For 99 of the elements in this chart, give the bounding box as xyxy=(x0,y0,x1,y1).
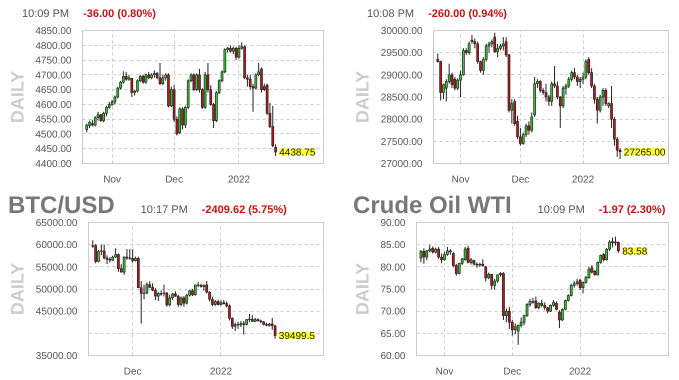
candlestick xyxy=(578,76,582,89)
x-tick-label: Nov xyxy=(436,366,454,378)
candlestick xyxy=(570,283,573,298)
text: -260.00 (0.94%) xyxy=(428,8,507,20)
text: -2409.62 (5.75%) xyxy=(202,204,287,216)
candlestick xyxy=(136,78,139,94)
candlestick xyxy=(142,284,146,300)
candlestick xyxy=(604,88,608,106)
x-tick-label: 2022 xyxy=(568,366,592,378)
candlestick xyxy=(128,248,132,260)
y-tick-label: 4750.00 xyxy=(35,56,72,67)
y-tick-label: 4800.00 xyxy=(35,40,72,52)
y-tick-label: 75.00 xyxy=(380,284,406,296)
x-tick-label: Nov xyxy=(103,174,121,186)
x-tick-label: 2022 xyxy=(228,174,250,186)
x-tick-label: 2022 xyxy=(210,366,233,378)
candlestick xyxy=(94,244,97,264)
y-tick-label: 27500.00 xyxy=(380,136,423,148)
candlestick xyxy=(538,80,542,94)
candlestick xyxy=(194,284,197,296)
y-tick-label: 85.00 xyxy=(380,240,406,252)
y-tick-label: 65000.00 xyxy=(36,218,78,229)
candlestick xyxy=(146,282,148,295)
candlestick xyxy=(130,77,134,98)
candlestick xyxy=(182,296,186,308)
y-tick-label: 4450.00 xyxy=(35,144,72,156)
text: 10:09 PM xyxy=(22,8,70,20)
y-tick-label: 4400.00 xyxy=(35,159,72,170)
y-tick-label: 60000.00 xyxy=(36,240,78,252)
candlestick xyxy=(102,244,106,260)
y-tick-label: 4650.00 xyxy=(35,85,72,96)
y-tick-label: 28000.00 xyxy=(380,114,423,126)
candlestick xyxy=(454,76,456,91)
y-tick-label: 4700.00 xyxy=(35,70,72,82)
y-tick-label: 27000.00 xyxy=(380,159,423,170)
candlestick xyxy=(144,72,148,84)
y-tick-label: 35000.00 xyxy=(36,351,78,362)
candlestick xyxy=(158,62,162,86)
candlestick xyxy=(422,248,426,264)
candlestick xyxy=(195,72,198,92)
y-tick-label: 29000.00 xyxy=(380,70,423,82)
candlestick xyxy=(437,246,440,260)
candlestick xyxy=(611,237,614,248)
text: 27265.00 xyxy=(624,147,666,158)
candlestick xyxy=(578,278,582,290)
candlestick xyxy=(466,245,470,264)
x-tick-label: Nov xyxy=(452,174,470,186)
candlestick xyxy=(161,74,164,86)
candlestick xyxy=(558,310,561,329)
y-tick-label: 4600.00 xyxy=(35,100,72,111)
y-tick-label: 80.00 xyxy=(380,262,406,274)
candlestick xyxy=(260,66,263,94)
y-tick-label: 4850.00 xyxy=(35,26,72,37)
y-tick-label: 28500.00 xyxy=(380,92,423,104)
x-tick-label: 2022 xyxy=(572,174,595,186)
candlestick xyxy=(131,248,134,263)
y-tick-label: 4500.00 xyxy=(35,129,72,140)
text: 10:17 PM xyxy=(140,204,188,216)
y-tick-label: 65.00 xyxy=(380,328,406,340)
candlestick xyxy=(544,83,548,102)
x-tick-label: Dec xyxy=(165,174,184,186)
candlestick xyxy=(176,294,180,308)
candlestick xyxy=(178,106,182,134)
y-tick-label: 55000.00 xyxy=(36,262,78,274)
y-tick-label: 45000.00 xyxy=(36,306,78,318)
chart-title: BTC/USD xyxy=(8,192,115,219)
y-tick-label: 29500.00 xyxy=(380,48,423,60)
text: -1.97 (2.30%) xyxy=(598,204,666,216)
candlestick xyxy=(528,120,530,136)
candlestick xyxy=(420,249,422,263)
x-tick-label: Dec xyxy=(511,174,530,186)
candlestick xyxy=(185,293,188,306)
candlestick xyxy=(242,320,246,336)
candlestick xyxy=(588,266,590,280)
candlestick xyxy=(181,106,184,130)
candlestick xyxy=(238,44,240,60)
y-tick-label: 70.00 xyxy=(380,306,406,318)
y-tick-label: 4550.00 xyxy=(35,114,72,126)
text: -36.00 (0.80%) xyxy=(83,8,156,20)
x-tick-label: Dec xyxy=(124,366,142,378)
candlestick xyxy=(192,72,196,92)
candlestick xyxy=(168,294,172,307)
candlestick xyxy=(493,32,496,54)
text: 10:08 PM xyxy=(367,8,414,20)
y-tick-label: 60.00 xyxy=(380,351,406,362)
x-tick-label: Dec xyxy=(503,366,522,378)
candlestick xyxy=(94,116,97,128)
candlestick xyxy=(490,273,494,290)
candlestick xyxy=(180,296,182,307)
candlestick xyxy=(584,58,588,80)
y-tick-label: 90.00 xyxy=(380,218,406,229)
candlestick xyxy=(234,46,238,61)
chart-title: Crude Oil WTI xyxy=(353,192,512,219)
candlestick xyxy=(156,291,160,302)
candlestick xyxy=(493,278,496,290)
y-tick-label: 50000.00 xyxy=(36,284,78,296)
y-tick-label: 30000.00 xyxy=(380,26,423,37)
candlestick xyxy=(534,296,538,310)
text: 10:09 PM xyxy=(538,204,585,216)
